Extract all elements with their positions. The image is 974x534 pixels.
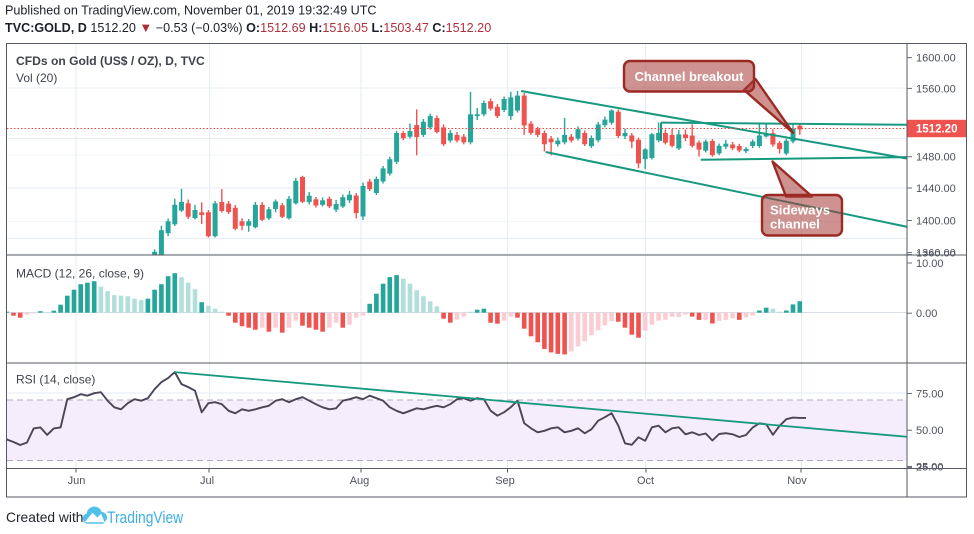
svg-text:Created with: Created with: [6, 510, 83, 525]
svg-text:25.00: 25.00: [916, 461, 944, 473]
svg-text:MACD (12, 26, close, 9): MACD (12, 26, close, 9): [16, 267, 144, 281]
svg-text:1400.00: 1400.00: [916, 215, 956, 227]
svg-text:1560.00: 1560.00: [916, 83, 956, 95]
svg-text:Sep: Sep: [495, 475, 515, 487]
svg-text:Vol (20): Vol (20): [16, 71, 57, 85]
svg-text:1440.00: 1440.00: [916, 183, 956, 195]
svg-text:1600.00: 1600.00: [916, 53, 956, 65]
svg-text:Aug: Aug: [350, 475, 370, 487]
svg-text:0.00: 0.00: [916, 308, 937, 320]
svg-text:Sideways: Sideways: [770, 203, 830, 218]
svg-text:10.00: 10.00: [916, 258, 944, 270]
svg-text:Oct: Oct: [637, 475, 654, 487]
svg-text:channel: channel: [770, 217, 820, 232]
svg-text:1512.20: 1512.20: [916, 124, 958, 136]
svg-text:75.00: 75.00: [916, 388, 944, 400]
svg-text:Nov: Nov: [787, 475, 807, 487]
svg-text:1360.00: 1360.00: [916, 248, 956, 260]
svg-text:CFDs on Gold (US$ / OZ), D, TV: CFDs on Gold (US$ / OZ), D, TVC: [16, 54, 205, 68]
svg-text:1360.00: 1360.00: [916, 250, 956, 262]
svg-text:TradingView: TradingView: [107, 509, 183, 527]
svg-text:1480.00: 1480.00: [916, 152, 956, 164]
svg-text:50.00: 50.00: [916, 425, 944, 437]
svg-text:25.00: 25.00: [916, 462, 944, 474]
svg-text:TVC:GOLD, D 1512.20 ▼ −0.53 (−: TVC:GOLD, D 1512.20 ▼ −0.53 (−0.03%) O:1…: [5, 20, 491, 35]
svg-text:Jul: Jul: [200, 475, 214, 487]
svg-text:Published on TradingView.com,: Published on TradingView.com, November 0…: [5, 4, 377, 18]
svg-text:RSI (14, close): RSI (14, close): [16, 373, 95, 387]
svg-text:Channel breakout: Channel breakout: [635, 69, 745, 84]
svg-text:Jun: Jun: [68, 475, 86, 487]
